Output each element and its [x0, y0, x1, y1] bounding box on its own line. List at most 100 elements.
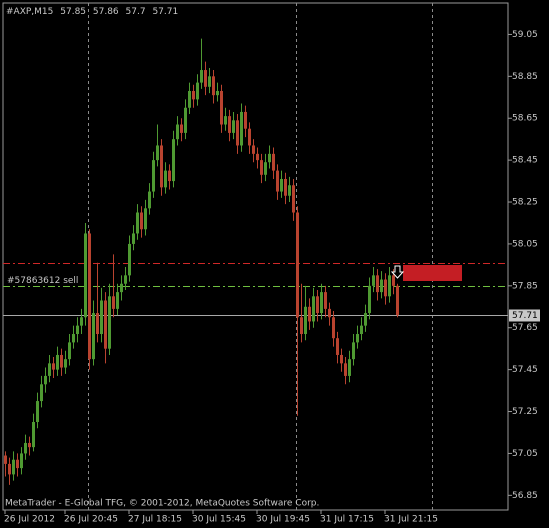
candle-body — [188, 90, 191, 108]
candle-body — [276, 170, 279, 192]
candle-body — [324, 292, 327, 309]
candle-body — [28, 442, 31, 448]
candle-body — [308, 306, 311, 322]
candle-body — [24, 442, 27, 454]
candles — [4, 38, 399, 485]
candle-body — [180, 124, 183, 133]
candle-body — [288, 185, 291, 196]
candle-body — [204, 70, 207, 87]
candle-body — [144, 208, 147, 230]
candle-body — [92, 313, 95, 360]
x-tick-label: 30 Jul 15:45 — [192, 515, 246, 525]
candle-body — [16, 459, 19, 469]
y-tick-label: 59.05 — [512, 30, 538, 40]
candle-body — [152, 160, 155, 192]
candle-body — [352, 342, 355, 360]
candle-body — [256, 153, 259, 161]
candle-body — [100, 300, 103, 335]
candle-body — [268, 153, 271, 163]
candle-body — [252, 145, 255, 154]
candle-body — [320, 292, 323, 314]
candle-body — [372, 275, 375, 286]
candle-body — [48, 363, 51, 376]
price-label: 57.71 — [512, 311, 538, 321]
candle-body — [64, 359, 67, 368]
candle-body — [356, 334, 359, 343]
candle-body — [300, 317, 303, 335]
candle-body — [240, 111, 243, 146]
candle-body — [56, 354, 59, 370]
candle-body — [148, 191, 151, 209]
candle-body — [236, 120, 239, 146]
candle-body — [72, 334, 75, 343]
x-tick-label: 26 Jul 20:45 — [64, 515, 118, 525]
candle-body — [264, 162, 267, 175]
sell-arrow — [390, 265, 405, 279]
candle-body — [316, 296, 319, 314]
candle-body — [216, 90, 219, 96]
close-value: 57.71 — [152, 7, 178, 17]
candle-body — [96, 313, 99, 335]
candle-body — [172, 139, 175, 182]
candle-body — [12, 459, 15, 475]
candle-body — [228, 116, 231, 133]
candle-body — [224, 116, 227, 125]
levels: #57863612 sell — [3, 263, 508, 316]
y-tick-label: 58.25 — [512, 198, 538, 208]
candle-body — [208, 76, 211, 87]
candle-body — [136, 212, 139, 234]
candle-body — [380, 279, 383, 293]
candle-body — [168, 170, 171, 182]
candle-body — [192, 90, 195, 100]
candle-body — [376, 275, 379, 293]
candle-body — [212, 76, 215, 96]
y-tick-label: 58.05 — [512, 239, 538, 249]
x-tick-label: 31 Jul 21:15 — [384, 515, 438, 525]
y-tick-label: 58.65 — [512, 114, 538, 124]
candle-body — [156, 145, 159, 161]
candle-body — [104, 300, 107, 349]
open-value: 57.85 — [60, 7, 86, 17]
candle-body — [32, 422, 35, 448]
price-label-box — [509, 309, 540, 322]
axes: 56.85 57.05 57.25 57.45 57.65 57.85 58.05 58.25… — [4, 30, 540, 525]
candle-body — [40, 384, 43, 402]
candle-body — [164, 170, 167, 188]
y-tick-label: 57.65 — [512, 323, 538, 333]
candle-body — [364, 313, 367, 326]
candle-body — [388, 275, 391, 297]
x-tick-label: 26 Jul 2012 — [4, 515, 55, 525]
candle-body — [120, 283, 123, 293]
x-tick-label: 30 Jul 19:45 — [256, 515, 310, 525]
candle-body — [348, 359, 351, 376]
order-marker — [403, 265, 462, 281]
candle-body — [80, 317, 83, 326]
footer: MetaTrader - E-Global TFG, © 2001-2012, … — [5, 499, 319, 509]
x-tick-label: 31 Jul 17:15 — [320, 515, 374, 525]
candle-body — [200, 70, 203, 83]
candle-body — [60, 354, 63, 368]
candle-body — [344, 363, 347, 376]
candle-body — [108, 296, 111, 349]
candle-body — [8, 463, 11, 475]
candle-body — [360, 325, 363, 335]
y-tick-label: 56.85 — [512, 491, 538, 501]
candle-body — [284, 178, 287, 196]
candle-body — [280, 178, 283, 192]
candle-body — [384, 279, 387, 297]
candle-body — [296, 212, 299, 318]
candle-body — [132, 233, 135, 244]
candle-body — [332, 317, 335, 339]
candle-body — [248, 128, 251, 146]
candle-body — [76, 325, 79, 335]
candle-body — [20, 453, 23, 469]
y-tick-label: 57.25 — [512, 407, 538, 417]
candle-body — [396, 285, 399, 316]
candle-body — [336, 338, 339, 355]
candle-body — [140, 212, 143, 230]
candle-body — [304, 306, 307, 335]
y-tick-label: 57.85 — [512, 281, 538, 291]
candle-body — [340, 354, 343, 364]
